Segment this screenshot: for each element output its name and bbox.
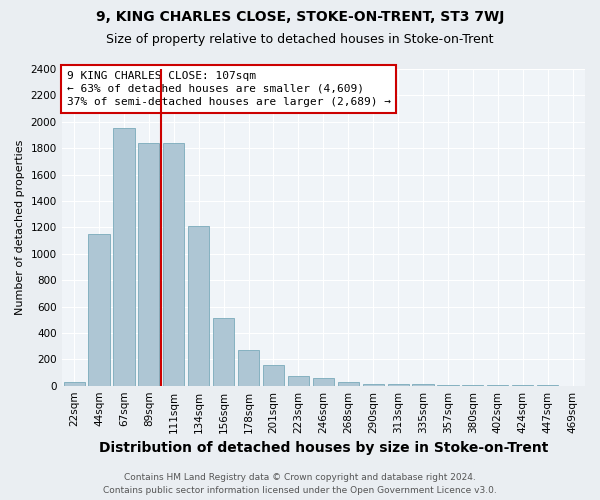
Text: Contains HM Land Registry data © Crown copyright and database right 2024.
Contai: Contains HM Land Registry data © Crown c… — [103, 474, 497, 495]
Bar — [313, 378, 334, 386]
Bar — [362, 384, 384, 386]
Text: Size of property relative to detached houses in Stoke-on-Trent: Size of property relative to detached ho… — [106, 32, 494, 46]
Bar — [263, 365, 284, 386]
Bar — [462, 385, 484, 386]
Text: 9 KING CHARLES CLOSE: 107sqm
← 63% of detached houses are smaller (4,609)
37% of: 9 KING CHARLES CLOSE: 107sqm ← 63% of de… — [67, 70, 391, 107]
Bar — [188, 226, 209, 386]
Y-axis label: Number of detached properties: Number of detached properties — [15, 140, 25, 315]
Bar — [113, 128, 134, 386]
Bar — [437, 385, 458, 386]
Bar — [88, 234, 110, 386]
Bar — [288, 376, 309, 386]
Bar — [138, 143, 160, 386]
Bar — [388, 384, 409, 386]
Bar — [163, 143, 184, 386]
Bar — [64, 382, 85, 386]
X-axis label: Distribution of detached houses by size in Stoke-on-Trent: Distribution of detached houses by size … — [98, 441, 548, 455]
Bar — [238, 350, 259, 386]
Bar — [338, 382, 359, 386]
Bar — [213, 318, 234, 386]
Bar — [412, 384, 434, 386]
Text: 9, KING CHARLES CLOSE, STOKE-ON-TRENT, ST3 7WJ: 9, KING CHARLES CLOSE, STOKE-ON-TRENT, S… — [96, 10, 504, 24]
